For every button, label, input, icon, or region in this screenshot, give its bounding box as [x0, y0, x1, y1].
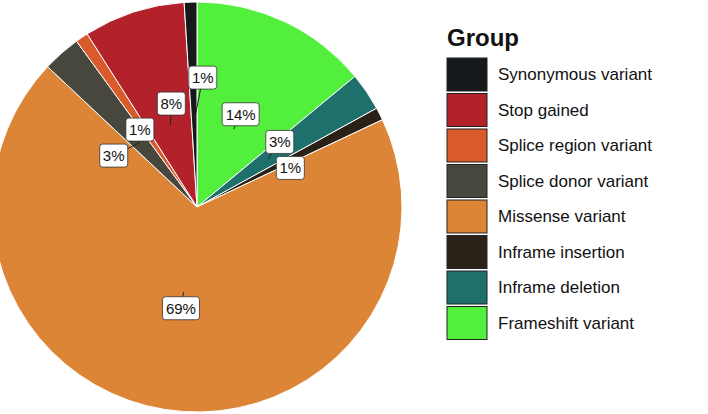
data-label: 69%	[166, 300, 196, 317]
data-label: 3%	[103, 147, 125, 164]
legend-label: Inframe deletion	[498, 278, 620, 297]
slice	[184, 2, 197, 207]
legend-label: Splice donor variant	[498, 172, 649, 191]
label-box	[157, 92, 185, 115]
data-label: 8%	[160, 95, 182, 112]
legend-swatch	[447, 307, 487, 340]
legend-label: Missense variant	[498, 207, 626, 226]
legend-label: Inframe insertion	[498, 243, 625, 262]
legend: Group Synonymous variant Stop gained Splice…	[447, 24, 652, 340]
data-label: 1%	[129, 121, 151, 138]
label-box	[189, 66, 217, 89]
legend-swatch	[447, 200, 487, 233]
label-box	[222, 103, 259, 126]
chart: 14%3%1%69%3%1%8%1%GroupSynonymous varian…	[0, 0, 708, 414]
data-label: 14%	[226, 106, 256, 123]
legend-label: Synonymous variant	[498, 65, 652, 84]
slice	[0, 67, 402, 412]
label-box	[126, 118, 154, 141]
pie	[0, 2, 402, 412]
data-label: 3%	[269, 133, 291, 150]
legend-swatch	[447, 236, 487, 269]
legend-swatch	[447, 129, 487, 162]
slices	[0, 2, 402, 412]
label-box	[266, 130, 294, 153]
label-box	[100, 144, 128, 167]
legend-swatch	[447, 271, 487, 304]
legend-label: Frameshift variant	[498, 314, 634, 333]
legend-swatch	[447, 58, 487, 91]
legend-label: Stop gained	[498, 101, 589, 120]
legend-label: Splice region variant	[498, 136, 652, 155]
legend-swatch	[447, 94, 487, 127]
label-box	[162, 297, 199, 320]
slice	[87, 2, 197, 207]
data-label: 1%	[192, 69, 214, 86]
data-labels: 14%3%1%69%3%1%8%1%	[100, 66, 305, 320]
data-label: 1%	[279, 159, 301, 176]
label-box	[276, 156, 304, 179]
legend-title: Group	[447, 24, 519, 51]
legend-swatch	[447, 165, 487, 198]
